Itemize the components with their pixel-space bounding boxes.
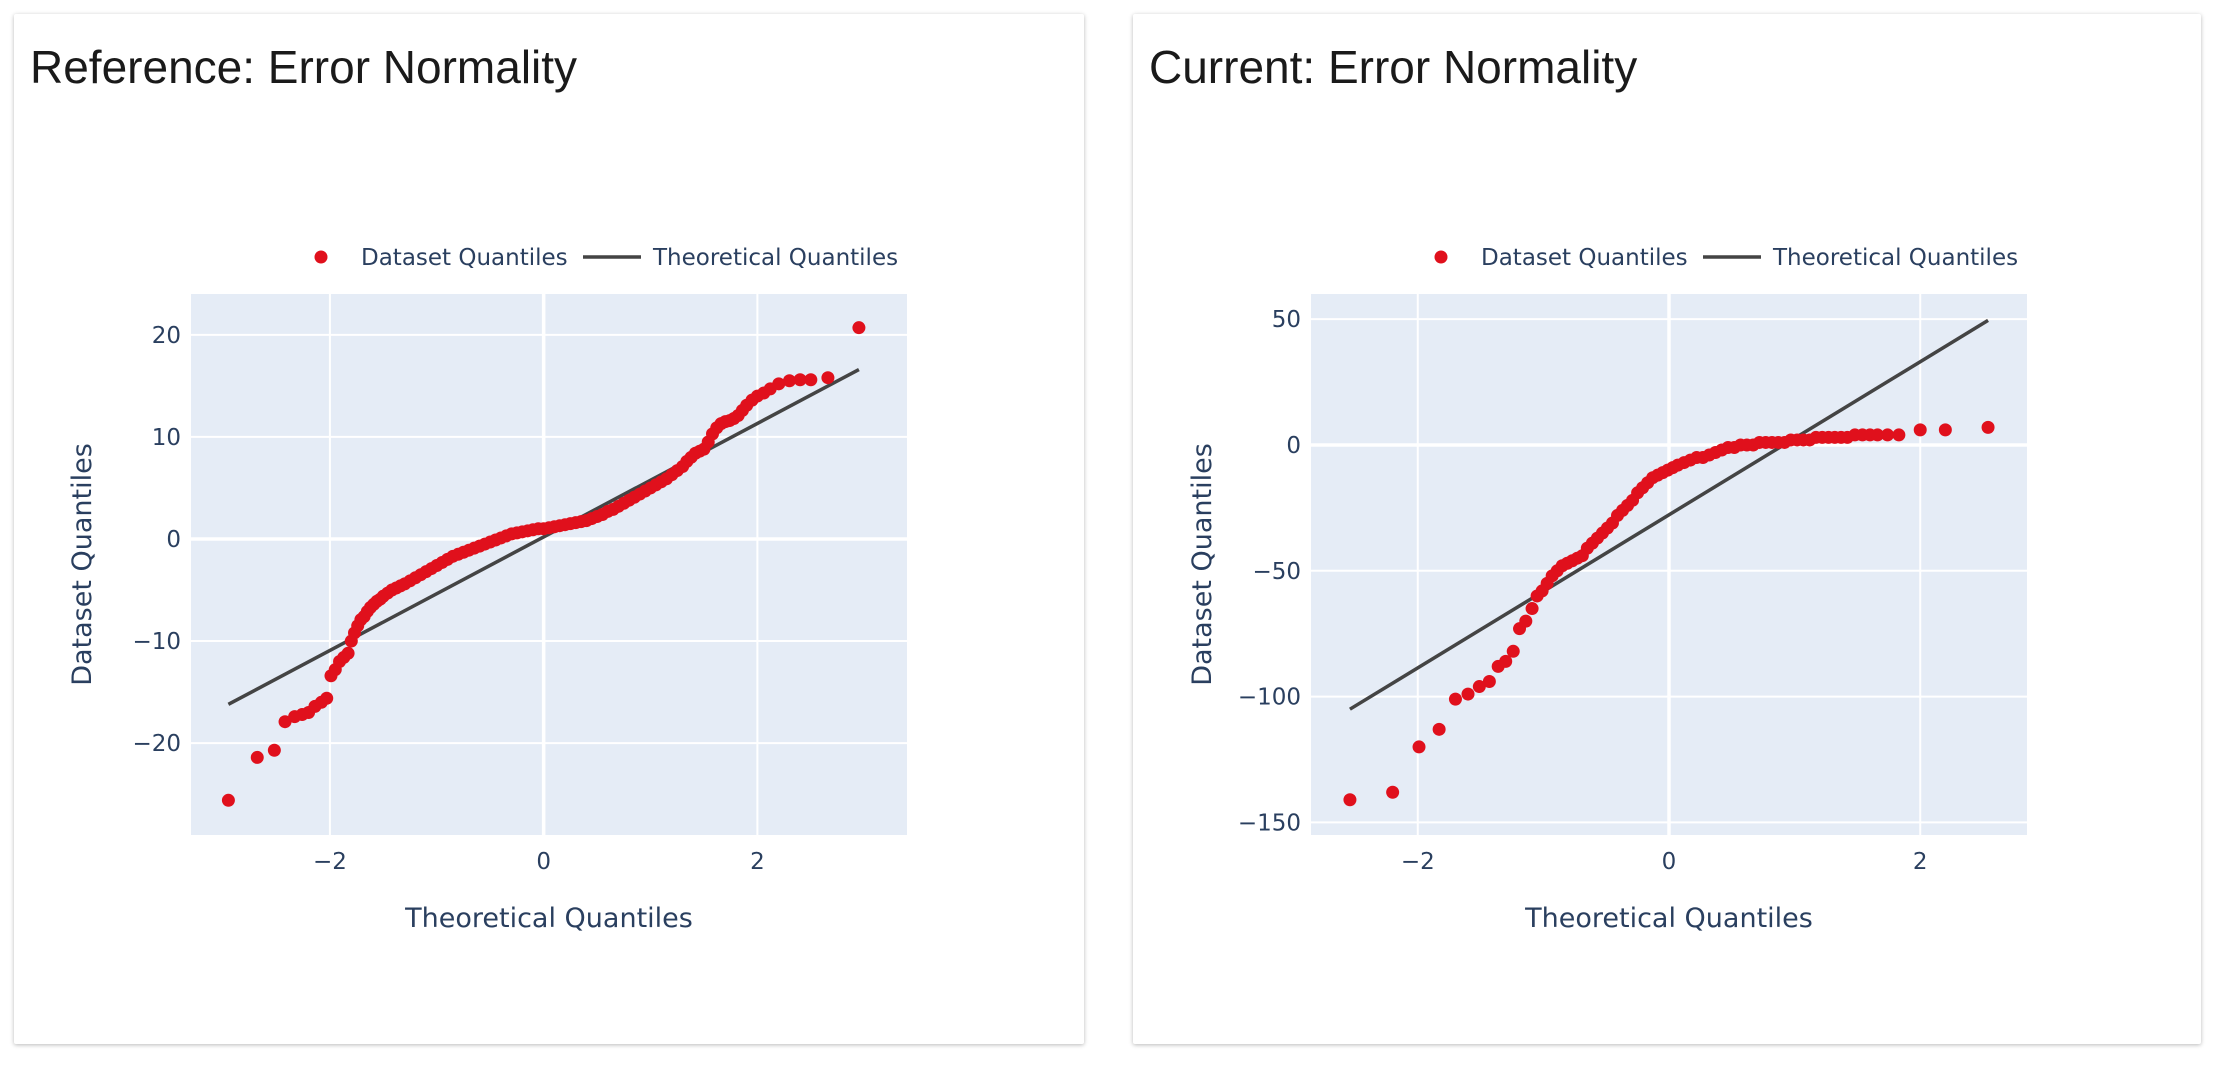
legend-label-points: Dataset Quantiles (361, 245, 568, 271)
y-tick-label: −100 (1238, 685, 1301, 711)
x-tick-label: −2 (313, 849, 347, 875)
data-point (772, 377, 786, 391)
legend[interactable]: Dataset Quantiles Theoretical Quantiles (314, 245, 899, 271)
data-point (852, 321, 866, 335)
data-point (1386, 785, 1400, 799)
data-point (320, 691, 334, 705)
y-tick-label: 20 (152, 323, 181, 349)
data-point (821, 371, 835, 385)
y-tick-label: −150 (1238, 810, 1301, 836)
data-point (1432, 722, 1446, 736)
data-point (1472, 680, 1486, 694)
x-tick-label: 2 (750, 849, 765, 875)
data-point (1499, 654, 1513, 668)
data-point (1871, 428, 1885, 442)
y-axis-title: Dataset Quantiles (1187, 443, 1218, 686)
theoretical-quantiles-line (227, 367, 860, 706)
legend-label-line: Theoretical Quantiles (1772, 245, 2018, 271)
legend[interactable]: Dataset Quantiles Theoretical Quantiles (1434, 245, 2019, 271)
data-point (1461, 687, 1475, 701)
y-tick-label: 0 (1286, 433, 1301, 459)
panel-title: Current: Error Normality (1149, 41, 1638, 93)
data-point (1892, 428, 1906, 442)
data-point (221, 793, 235, 807)
reference-panel: Reference: Error Normality −20 −10 0 10 20 −2… (14, 14, 1084, 1044)
x-axis-title: Theoretical Quantiles (404, 903, 693, 934)
data-point (1938, 423, 1952, 437)
legend-label-points: Dataset Quantiles (1481, 245, 1688, 271)
y-tick-label: −20 (132, 731, 181, 757)
data-point (267, 743, 281, 757)
panel-title: Reference: Error Normality (30, 41, 578, 93)
data-point (793, 373, 807, 387)
data-point (1448, 692, 1462, 706)
theoretical-quantiles-line (1349, 318, 1989, 711)
data-point (250, 750, 264, 764)
data-point (341, 646, 355, 660)
data-point (1913, 423, 1927, 437)
dataset-quantile-points (1343, 420, 1995, 807)
current-panel: Current: Error Normality −150 −100 −50 0 50 −… (1133, 14, 2201, 1044)
dataset-quantile-points (221, 321, 866, 807)
y-axis-title: Dataset Quantiles (67, 443, 98, 686)
data-point (1506, 644, 1520, 658)
data-point (1343, 793, 1357, 807)
data-point (278, 715, 292, 729)
y-tick-label: 10 (152, 425, 181, 451)
data-point (1881, 428, 1895, 442)
data-point (1412, 740, 1426, 754)
legend-marker-icon (314, 250, 328, 264)
data-point (1482, 675, 1496, 689)
data-point (782, 374, 796, 388)
legend-label-line: Theoretical Quantiles (652, 245, 898, 271)
x-axis-title: Theoretical Quantiles (1524, 903, 1813, 934)
legend-marker-icon (1434, 250, 1448, 264)
x-tick-label: 0 (1662, 849, 1677, 875)
y-tick-label: −50 (1252, 559, 1301, 585)
data-point (804, 373, 818, 387)
y-tick-label: 50 (1272, 307, 1301, 333)
x-tick-label: 2 (1913, 849, 1928, 875)
y-tick-label: 0 (166, 527, 181, 553)
data-point (1519, 614, 1533, 628)
x-tick-label: 0 (536, 849, 551, 875)
x-tick-label: −2 (1401, 849, 1435, 875)
data-point (1981, 420, 1995, 434)
data-point (1525, 602, 1539, 616)
y-tick-label: −10 (132, 629, 181, 655)
